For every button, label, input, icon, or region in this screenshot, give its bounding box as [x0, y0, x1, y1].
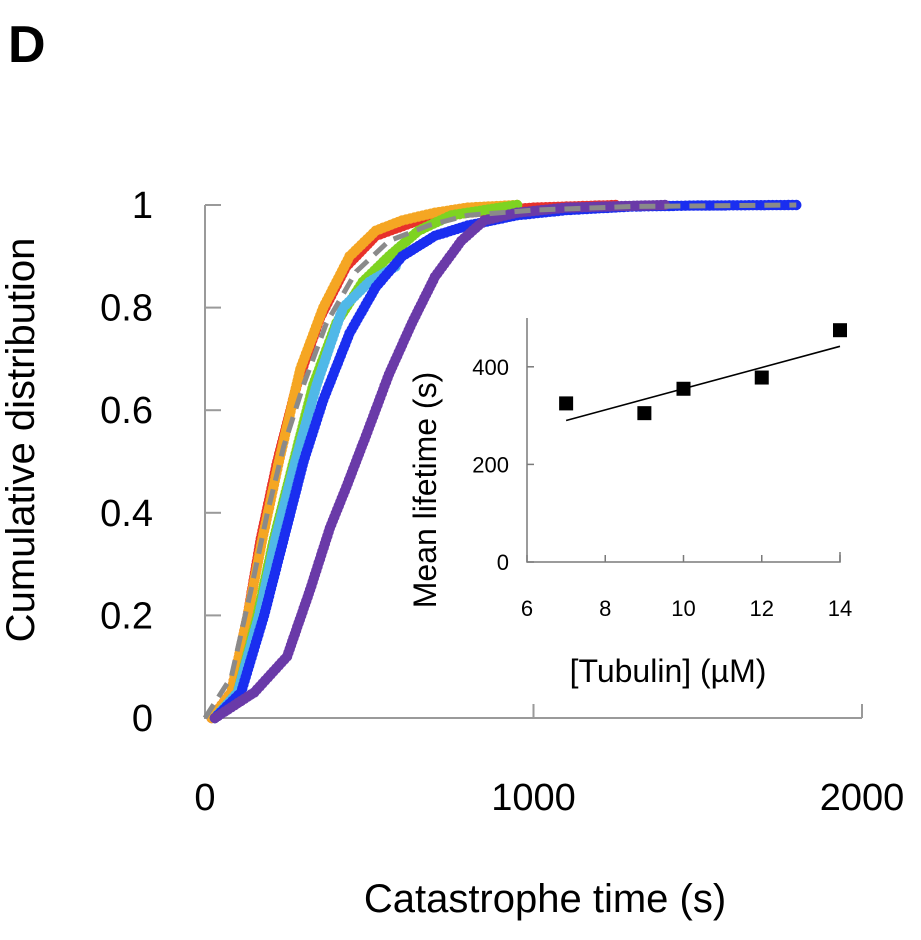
main-plot: 00.20.40.60.810 1000 2000 Catastrophe time…	[0, 185, 904, 921]
main-x-axis-title: Catastrophe time (s)	[364, 877, 726, 921]
inset-y-axis-title: Mean lifetime (s)	[407, 372, 443, 609]
main-y-tick-label: 0	[132, 698, 153, 740]
panel-label: D	[8, 16, 46, 74]
main-y-tick-label: 0.2	[100, 595, 153, 637]
inset-data-point	[754, 370, 769, 385]
main-y-axis-title: Cumulative distribution	[0, 238, 43, 643]
series-6	[202, 202, 797, 720]
inset-tick-marks	[526, 366, 841, 563]
inset-y-tick-label: 200	[472, 452, 509, 477]
main-y-tick-label: 0.4	[100, 493, 153, 535]
main-series-layer	[202, 199, 802, 724]
inset-data-point	[637, 406, 652, 421]
main-x-tick-label: 0	[194, 777, 215, 819]
inset-data-point	[833, 323, 847, 338]
inset-x-tick-label: 12	[750, 596, 774, 621]
main-y-tick-label: 0.8	[100, 288, 153, 330]
main-x-tick-label: 2000	[820, 777, 905, 819]
inset-points-layer	[559, 323, 847, 421]
inset-axes	[526, 318, 841, 563]
series-6-line	[202, 202, 797, 720]
main-y-tick-label: 0.6	[100, 390, 153, 432]
main-y-tick-label: 1	[132, 185, 153, 227]
inset-x-tick-label: 14	[828, 596, 852, 621]
inset-fit-line	[565, 345, 841, 422]
inset-plot: 0 200 400 6 8 10 12 14 [Tubulin] (µM) Mean life…	[407, 318, 852, 689]
inset-data-point	[559, 396, 574, 411]
inset-x-tick-label: 6	[521, 596, 533, 621]
inset-x-axis-title: [Tubulin] (µM)	[570, 653, 767, 689]
inset-y-tick-label: 400	[472, 355, 509, 380]
inset-y-tick-label: 0	[497, 550, 509, 575]
main-tick-labels: 00.20.40.60.810 1000 2000	[100, 185, 904, 819]
inset-data-point	[676, 381, 691, 396]
inset-x-tick-label: 10	[671, 596, 695, 621]
main-x-tick-label: 1000	[491, 777, 576, 819]
inset-x-tick-label: 8	[599, 596, 611, 621]
inset-tick-labels: 0 200 400 6 8 10 12 14	[472, 355, 852, 621]
